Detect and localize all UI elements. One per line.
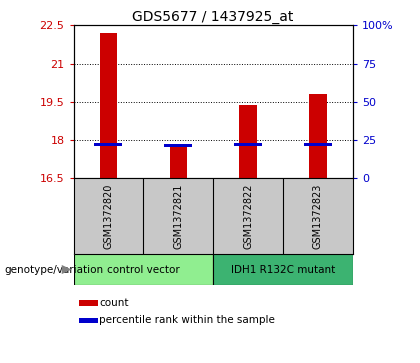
Bar <box>309 94 327 178</box>
Bar <box>79 300 97 306</box>
Text: GSM1372820: GSM1372820 <box>103 183 113 249</box>
Bar <box>74 254 213 285</box>
Bar <box>164 144 192 147</box>
Text: GSM1372821: GSM1372821 <box>173 183 183 249</box>
Bar <box>239 105 257 178</box>
Bar <box>304 143 332 146</box>
Bar <box>94 143 122 146</box>
Text: GSM1372822: GSM1372822 <box>243 183 253 249</box>
Text: count: count <box>99 298 129 308</box>
Text: percentile rank within the sample: percentile rank within the sample <box>99 315 275 325</box>
Bar <box>213 254 353 285</box>
Bar <box>170 144 187 178</box>
Text: GSM1372823: GSM1372823 <box>313 183 323 249</box>
Bar <box>100 33 117 178</box>
Text: control vector: control vector <box>107 265 180 274</box>
Text: IDH1 R132C mutant: IDH1 R132C mutant <box>231 265 335 274</box>
Bar <box>79 318 97 323</box>
Text: genotype/variation: genotype/variation <box>4 265 103 274</box>
Title: GDS5677 / 1437925_at: GDS5677 / 1437925_at <box>132 11 294 24</box>
Bar <box>234 143 262 146</box>
